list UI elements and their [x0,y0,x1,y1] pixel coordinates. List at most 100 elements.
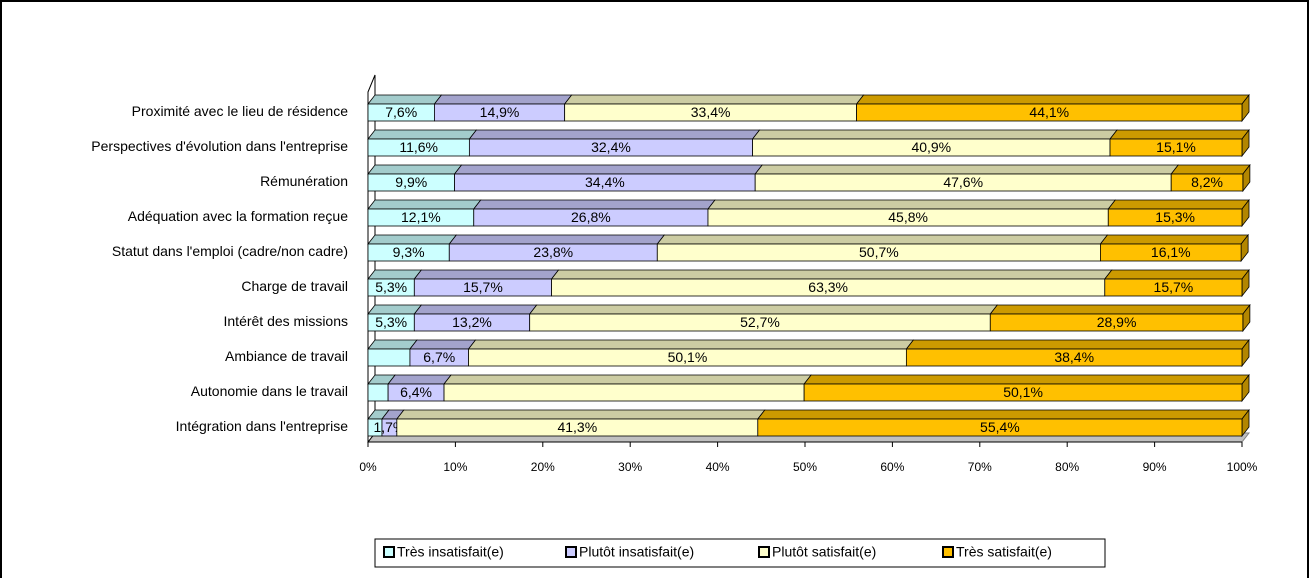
x-tick-label: 90% [1143,460,1167,474]
value-label: 6,7% [423,349,455,365]
bar-segment [905,338,1250,368]
bar-segment [754,164,1180,192]
value-label: 15,7% [1154,279,1194,295]
legend-swatch [758,546,770,558]
bar-top [413,269,560,280]
bar-segment [756,408,1250,438]
bar-top [472,199,716,210]
bar-top [413,304,538,315]
bar-top [989,304,1251,315]
bar-top [751,129,1118,140]
value-label: 15,3% [1155,209,1195,225]
value-label: 63,3% [808,279,848,295]
value-label: 23,8% [533,244,573,260]
value-label: 11,6% [399,139,438,155]
bar-top [803,374,1250,385]
bar-segment [448,234,666,262]
value-label: 6,4% [400,384,432,400]
legend-swatch [565,546,577,558]
value-label: 12,1% [401,209,441,225]
bar-top [443,374,812,385]
category-label: Charge de travail [241,278,348,294]
value-label: 50,1% [668,349,708,365]
bar-top [396,409,766,420]
bar-segment [707,199,1117,227]
x-tick-label: 0% [359,460,377,474]
value-label: 15,1% [1156,139,1196,155]
value-label: 9,9% [395,174,427,190]
bar-segment [433,94,573,122]
bar-segment [1107,198,1250,228]
bar-segment [550,269,1113,297]
bar-front [757,418,1243,437]
bar-front [1104,278,1243,297]
bar-top [855,94,1250,105]
category-label: Perspectives d'évolution dans l'entrepri… [91,138,348,154]
legend-label: Très satisfait(e) [956,544,1052,560]
x-tick-label: 100% [1227,460,1258,474]
bar-top [905,339,1250,350]
bar-top [550,269,1113,280]
bar-top [453,164,763,175]
bar-top [367,339,418,350]
bar-segment [367,304,423,332]
value-label: 52,7% [740,314,780,330]
value-label: 41,3% [557,419,597,435]
value-label: 44,1% [1029,104,1069,120]
bar-top [563,94,865,105]
value-label: 15,7% [463,279,503,295]
bar-top [367,304,423,315]
bar-segment [413,269,560,297]
bar-top [367,234,458,245]
x-tick-label: 30% [618,460,642,474]
legend-swatch [942,546,954,558]
value-label: 8,2% [1191,174,1223,190]
value-label: 5,3% [375,314,407,330]
value-label: 28,9% [1097,314,1137,330]
value-label: 32,4% [591,139,631,155]
legend-box [374,538,1106,568]
x-tick-label: 40% [706,460,730,474]
legend-label: Plutôt insatisfait(e) [579,544,694,560]
x-tick-label: 80% [1055,460,1079,474]
bar-segment [443,374,812,402]
x-tick-label: 10% [443,460,467,474]
legend-label: Très insatisfait(e) [397,544,504,560]
bar-top [367,164,463,175]
bar-top [1170,164,1251,175]
bar-front [1100,243,1242,262]
bar-top [656,234,1109,245]
bar-top [433,94,573,105]
bar-segment [1109,128,1250,158]
bar-top [1103,269,1250,280]
legend-swatch [383,546,395,558]
bar-segment [367,374,396,402]
bar-top [367,129,478,140]
x-tick-label: 20% [531,460,555,474]
bar-top [367,94,443,105]
bar-front [367,383,389,402]
category-label: Adéquation avec la formation reçue [128,208,348,224]
bar-segment [396,409,766,437]
value-label: 9,3% [393,244,425,260]
category-label: Rémunération [260,173,348,189]
value-label: 45,8% [888,209,928,225]
value-label: 50,7% [859,244,899,260]
bar-front [905,348,1243,367]
bar-top [468,129,761,140]
bar-segment [367,129,478,157]
bar-segment [467,339,915,367]
value-label: 7,6% [385,104,417,120]
bar-segment [803,373,1250,403]
bar-segment [367,94,443,122]
category-label: Ambiance de travail [225,348,348,364]
bar-top [1109,129,1250,140]
bar-top [367,199,482,210]
value-label: 38,4% [1054,349,1094,365]
bar-segment [989,303,1251,333]
bar-front [1109,138,1243,157]
bar-top [1099,234,1249,245]
x-tick-label: 70% [968,460,992,474]
value-label: 55,4% [980,419,1020,435]
